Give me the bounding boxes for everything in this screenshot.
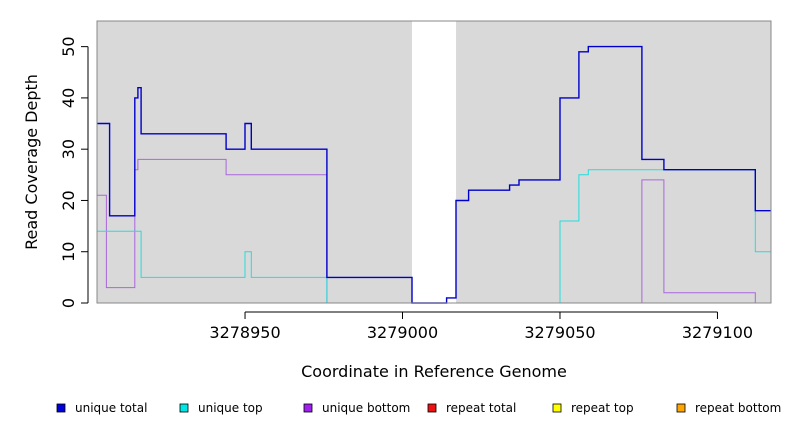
legend-label: unique bottom: [322, 401, 410, 415]
y-axis-title: Read Coverage Depth: [22, 74, 41, 250]
y-tick-label: 40: [59, 88, 78, 108]
y-tick-label: 50: [59, 36, 78, 56]
legend-swatch: [303, 403, 313, 413]
legend-item-repeat-bottom: repeat bottom: [676, 401, 781, 415]
legend-swatch: [56, 403, 66, 413]
y-tick-label: 0: [59, 298, 78, 308]
legend-item-unique-total: unique total: [56, 401, 147, 415]
legend-label: unique top: [198, 401, 263, 415]
x-tick-label: 3278950: [209, 323, 280, 342]
shaded-region-2: [456, 21, 771, 303]
legend-swatch: [676, 403, 686, 413]
legend: unique total unique top unique bottom repea…: [56, 401, 781, 415]
legend-label: repeat bottom: [695, 401, 781, 415]
series-unique-total-line: [97, 45, 771, 304]
legend-item-repeat-total: repeat total: [427, 401, 516, 415]
legend-swatch: [427, 403, 437, 413]
y-tick-label: 30: [59, 139, 78, 159]
y-axis: 0 10 20 30 40 50: [59, 36, 89, 308]
legend-label: repeat top: [571, 401, 634, 415]
legend-item-unique-bottom: unique bottom: [303, 401, 410, 415]
x-tick-label: 3279100: [682, 323, 753, 342]
legend-swatch: [552, 403, 562, 413]
x-tick-label: 3279000: [367, 323, 438, 342]
legend-label: unique total: [75, 401, 147, 415]
plot-background: [97, 21, 771, 303]
y-tick-label: 20: [59, 190, 78, 210]
shaded-region-1: [97, 21, 412, 303]
legend-label: repeat total: [446, 401, 516, 415]
plot-frame: [96, 20, 772, 304]
x-tick-label: 3279050: [524, 323, 595, 342]
x-axis-title: Coordinate in Reference Genome: [301, 362, 567, 381]
x-axis: 3278950 3279000 3279050 3279100: [209, 311, 753, 342]
legend-swatch: [179, 403, 189, 413]
y-tick-label: 10: [59, 242, 78, 262]
legend-item-unique-top: unique top: [179, 401, 263, 415]
legend-item-repeat-top: repeat top: [552, 401, 634, 415]
